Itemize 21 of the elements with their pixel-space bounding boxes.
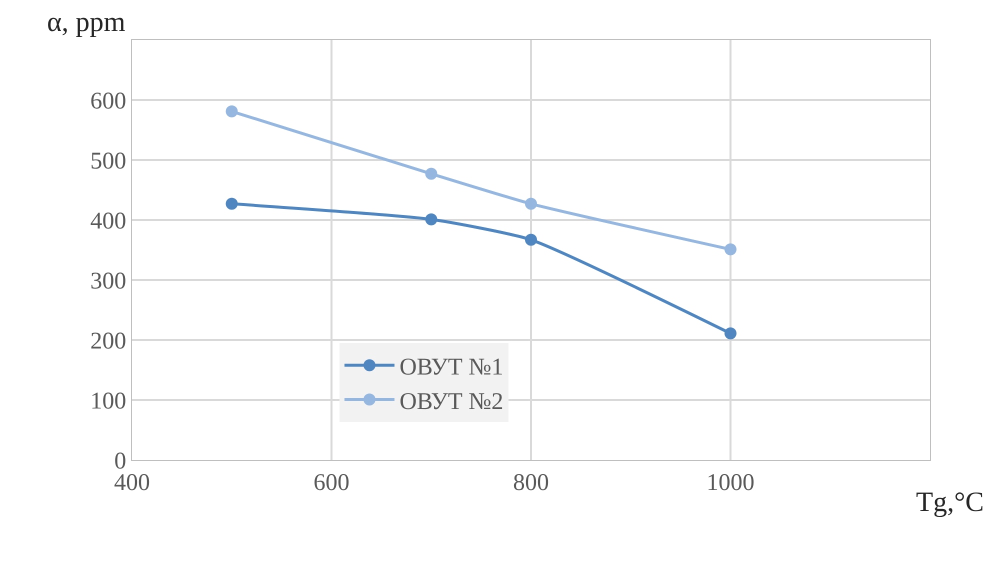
point: [724, 327, 736, 340]
x-tick-label: 600: [314, 470, 350, 496]
y-tick-label: 100: [90, 388, 126, 414]
y-tick-label: 200: [90, 328, 126, 354]
point: [525, 234, 537, 246]
y-axis-title: α, ppm: [47, 7, 126, 38]
point: [425, 213, 438, 226]
legend-label: ОВУТ №2: [399, 388, 504, 415]
y-tick-label: 600: [90, 88, 126, 114]
x-tick-label: 1000: [706, 470, 754, 496]
x-tick-label: 800: [513, 470, 549, 496]
y-tick-label: 300: [90, 268, 126, 294]
point: [525, 198, 537, 210]
point: [226, 198, 238, 210]
x-axis-title: Tg,°C: [916, 487, 984, 518]
point: [425, 168, 438, 180]
point: [724, 243, 736, 256]
point: [226, 105, 238, 118]
y-tick-label: 400: [90, 208, 126, 234]
y-tick-label: 500: [90, 148, 126, 174]
legend-label: ОВУТ №1: [399, 354, 504, 381]
